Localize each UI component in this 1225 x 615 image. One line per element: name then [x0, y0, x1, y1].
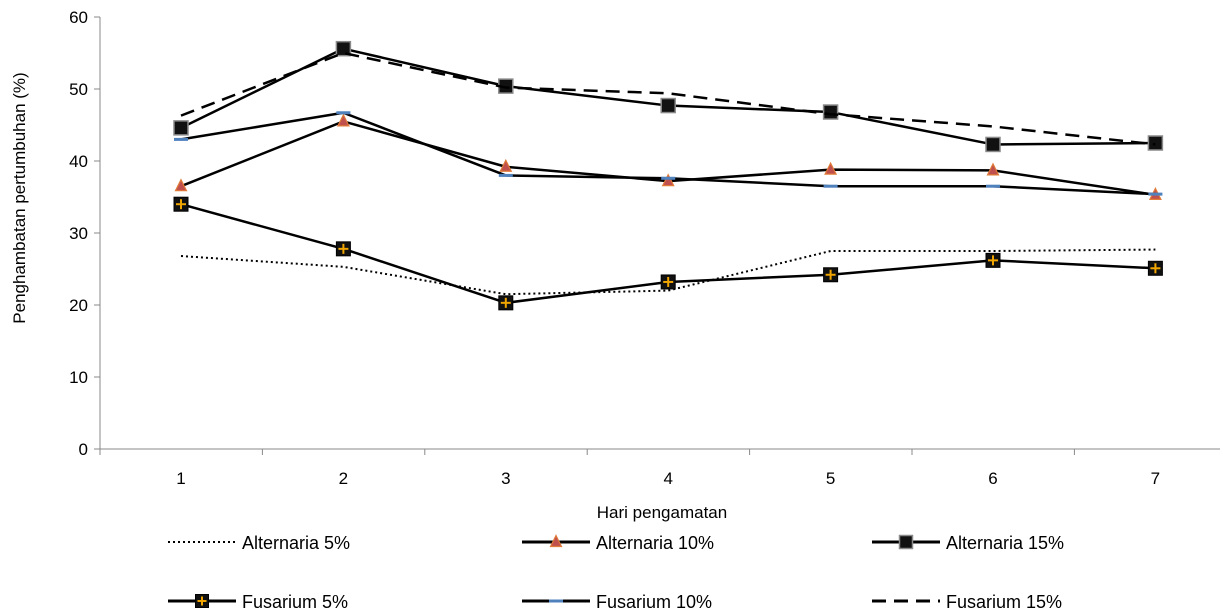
legend: Alternaria 5% Alternaria 10% Alternaria 15… — [168, 533, 1064, 612]
dash-marker — [986, 184, 1000, 188]
square-plus-marker — [498, 295, 514, 311]
dash-marker — [661, 176, 676, 180]
legend-item: Alternaria 15% — [872, 533, 1064, 553]
series-layer — [173, 40, 1164, 311]
dash-marker — [549, 599, 563, 603]
data-point — [498, 173, 513, 177]
square-marker — [822, 104, 839, 120]
dash-marker — [823, 184, 838, 188]
dash-marker — [1148, 192, 1163, 196]
square-marker — [985, 136, 1001, 153]
legend-label: Fusarium 10% — [596, 592, 712, 612]
x-tick-label: 3 — [501, 469, 510, 488]
square-plus-marker — [1147, 260, 1163, 276]
triangle-marker — [661, 173, 675, 187]
square-plus-marker — [173, 196, 189, 212]
data-point — [986, 162, 1000, 176]
data-point — [823, 184, 838, 188]
legend-item: Fusarium 5% — [168, 592, 348, 612]
dash-marker — [498, 173, 513, 177]
x-tick-label: 7 — [1151, 469, 1160, 488]
data-point — [173, 196, 189, 212]
triangle-marker — [336, 113, 350, 127]
legend-label: Alternaria 10% — [596, 533, 714, 553]
square-plus-marker — [335, 241, 351, 257]
legend-label: Fusarium 15% — [946, 592, 1062, 612]
square-plus-marker — [660, 274, 676, 290]
data-point — [985, 136, 1001, 153]
triangle-marker — [549, 534, 563, 548]
series-alternaria-15 — [173, 40, 1164, 153]
legend-label: Alternaria 5% — [242, 533, 350, 553]
data-point — [986, 184, 1000, 188]
square-marker — [898, 534, 914, 550]
data-point — [174, 178, 188, 192]
y-tick-label: 20 — [69, 296, 88, 315]
data-point — [985, 252, 1001, 268]
y-tick-label: 10 — [69, 368, 88, 387]
square-marker — [1147, 135, 1164, 151]
square-marker — [335, 40, 352, 57]
legend-label: Alternaria 15% — [946, 533, 1064, 553]
data-point — [173, 120, 189, 136]
legend-item: Alternaria 5% — [168, 533, 350, 553]
series-line — [180, 47, 1156, 146]
y-tick-label: 60 — [69, 8, 88, 27]
y-tick-label: 0 — [79, 440, 88, 459]
series-fusarium-5 — [173, 196, 1163, 311]
legend-item: Fusarium 10% — [522, 592, 712, 612]
square-plus-marker — [823, 267, 839, 283]
data-point — [824, 161, 838, 175]
square-marker — [173, 120, 189, 136]
data-point — [335, 241, 351, 257]
data-point — [499, 158, 513, 172]
square-plus-marker — [195, 594, 209, 608]
x-tick-label: 1 — [176, 469, 185, 488]
x-tick-label: 4 — [663, 469, 672, 488]
triangle-marker — [986, 162, 1000, 176]
data-point — [1147, 135, 1164, 151]
y-tick-label: 40 — [69, 152, 88, 171]
triangle-marker — [499, 158, 513, 172]
legend-label: Fusarium 5% — [242, 592, 348, 612]
triangle-marker — [824, 161, 838, 175]
y-tick-label: 30 — [69, 224, 88, 243]
legend-item: Fusarium 15% — [872, 592, 1062, 612]
data-point — [823, 267, 839, 283]
square-plus-marker — [985, 252, 1001, 268]
axes: 0 10 20 30 40 50 60 1 2 3 4 5 6 7 — [69, 8, 1220, 488]
x-tick-label: 6 — [988, 469, 997, 488]
data-point — [1148, 192, 1163, 196]
data-point — [335, 40, 352, 57]
data-point — [336, 113, 350, 127]
triangle-marker — [174, 178, 188, 192]
data-point — [336, 111, 351, 115]
data-point — [498, 295, 514, 311]
dash-marker — [336, 111, 351, 115]
dash-marker — [174, 137, 188, 141]
legend-item: Alternaria 10% — [522, 533, 714, 553]
data-point — [661, 176, 676, 180]
data-point — [660, 97, 676, 114]
series-fusarium-10 — [174, 111, 1163, 196]
data-point — [660, 274, 676, 290]
x-axis-title: Hari pengamatan — [597, 503, 727, 522]
y-axis-title: Penghambatan pertumbuhan (%) — [10, 72, 29, 323]
x-tick-label: 5 — [826, 469, 835, 488]
y-tick-label: 50 — [69, 80, 88, 99]
data-point — [174, 137, 188, 141]
series-alternaria-10 — [174, 113, 1162, 200]
data-point — [661, 173, 675, 187]
x-tick-label: 2 — [339, 469, 348, 488]
data-point — [822, 104, 839, 120]
data-point — [1147, 260, 1163, 276]
square-marker — [660, 97, 676, 114]
